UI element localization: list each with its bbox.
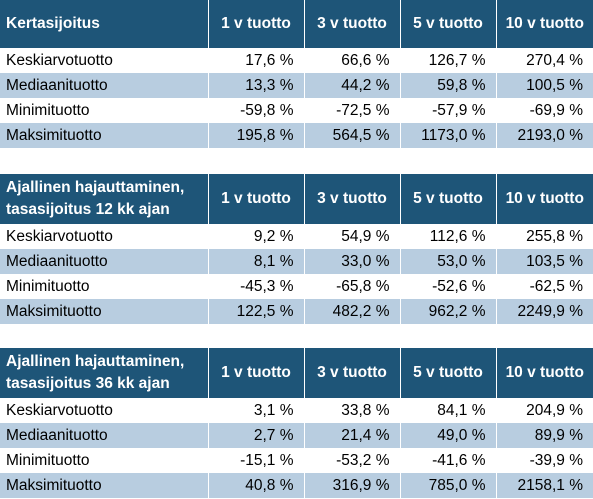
column-header: 1 v tuotto	[208, 174, 305, 224]
row-label: Keskiarvotuotto	[0, 48, 209, 73]
cell-value: -52,6 %	[400, 274, 497, 299]
header-row: Kertasijoitus 1 v tuotto 3 v tuotto 5 v …	[0, 0, 593, 48]
column-header: 10 v tuotto	[496, 0, 593, 48]
cell-value: -41,6 %	[400, 448, 497, 473]
cell-value: 17,6 %	[208, 48, 305, 73]
column-header: 1 v tuotto	[208, 0, 305, 48]
cell-value: 195,8 %	[208, 123, 305, 148]
cell-value: -39,9 %	[496, 448, 593, 473]
cell-value: 3,1 %	[208, 398, 305, 423]
row-label: Keskiarvotuotto	[0, 398, 209, 423]
cell-value: 204,9 %	[496, 398, 593, 423]
cell-value: 33,8 %	[304, 398, 401, 423]
cell-value: 84,1 %	[400, 398, 497, 423]
cell-value: 59,8 %	[400, 73, 497, 98]
cell-value: 2193,0 %	[496, 123, 593, 148]
table-title: Ajallinen hajauttaminen, tasasijoitus 12…	[0, 174, 209, 224]
table-row: Minimituotto -15,1 % -53,2 % -41,6 % -39…	[0, 448, 593, 473]
cell-value: -65,8 %	[304, 274, 401, 299]
title-line: Kertasijoitus	[6, 15, 100, 32]
cell-value: 44,2 %	[304, 73, 401, 98]
cell-value: 255,8 %	[496, 224, 593, 249]
table-row: Mediaanituotto 13,3 % 44,2 % 59,8 % 100,…	[0, 73, 593, 98]
table-row: Keskiarvotuotto 3,1 % 33,8 % 84,1 % 204,…	[0, 398, 593, 423]
cell-value: 54,9 %	[304, 224, 401, 249]
cell-value: 564,5 %	[304, 123, 401, 148]
cell-value: 122,5 %	[208, 299, 305, 324]
header-row: Ajallinen hajauttaminen, tasasijoitus 36…	[0, 348, 593, 398]
table-tasasijoitus-36kk: Ajallinen hajauttaminen, tasasijoitus 36…	[0, 348, 593, 498]
cell-value: 1173,0 %	[400, 123, 497, 148]
row-label: Minimituotto	[0, 274, 209, 299]
title-line: Ajallinen hajauttaminen,	[6, 179, 185, 196]
column-header: 5 v tuotto	[400, 174, 497, 224]
cell-value: 2,7 %	[208, 423, 305, 448]
row-label: Mediaanituotto	[0, 423, 209, 448]
cell-value: 103,5 %	[496, 249, 593, 274]
row-label: Maksimituotto	[0, 299, 209, 324]
cell-value: 13,3 %	[208, 73, 305, 98]
table-row: Maksimituotto 40,8 % 316,9 % 785,0 % 215…	[0, 473, 593, 498]
table-row: Minimituotto -45,3 % -65,8 % -52,6 % -62…	[0, 274, 593, 299]
cell-value: -45,3 %	[208, 274, 305, 299]
cell-value: 962,2 %	[400, 299, 497, 324]
table-row: Mediaanituotto 8,1 % 33,0 % 53,0 % 103,5…	[0, 249, 593, 274]
cell-value: 8,1 %	[208, 249, 305, 274]
cell-value: 66,6 %	[304, 48, 401, 73]
cell-value: 53,0 %	[400, 249, 497, 274]
cell-value: 270,4 %	[496, 48, 593, 73]
cell-value: -62,5 %	[496, 274, 593, 299]
cell-value: -53,2 %	[304, 448, 401, 473]
table-kertasijoitus: Kertasijoitus 1 v tuotto 3 v tuotto 5 v …	[0, 0, 593, 148]
cell-value: 126,7 %	[400, 48, 497, 73]
row-label: Keskiarvotuotto	[0, 224, 209, 249]
title-line: tasasijoitus 36 kk ajan	[6, 375, 170, 392]
cell-value: -72,5 %	[304, 98, 401, 123]
table-row: Mediaanituotto 2,7 % 21,4 % 49,0 % 89,9 …	[0, 423, 593, 448]
cell-value: 316,9 %	[304, 473, 401, 498]
table-title: Kertasijoitus	[0, 0, 209, 48]
cell-value: 2249,9 %	[496, 299, 593, 324]
cell-value: 100,5 %	[496, 73, 593, 98]
table-row: Maksimituotto 195,8 % 564,5 % 1173,0 % 2…	[0, 123, 593, 148]
cell-value: 112,6 %	[400, 224, 497, 249]
column-header: 3 v tuotto	[304, 0, 401, 48]
cell-value: -59,8 %	[208, 98, 305, 123]
column-header: 5 v tuotto	[400, 348, 497, 398]
table-row: Keskiarvotuotto 9,2 % 54,9 % 112,6 % 255…	[0, 224, 593, 249]
column-header: 10 v tuotto	[496, 174, 593, 224]
cell-value: -57,9 %	[400, 98, 497, 123]
header-row: Ajallinen hajauttaminen, tasasijoitus 12…	[0, 174, 593, 224]
cell-value: 9,2 %	[208, 224, 305, 249]
column-header: 1 v tuotto	[208, 348, 305, 398]
cell-value: 49,0 %	[400, 423, 497, 448]
row-label: Minimituotto	[0, 448, 209, 473]
table-title: Ajallinen hajauttaminen, tasasijoitus 36…	[0, 348, 209, 398]
cell-value: 21,4 %	[304, 423, 401, 448]
row-label: Maksimituotto	[0, 123, 209, 148]
cell-value: 40,8 %	[208, 473, 305, 498]
row-label: Mediaanituotto	[0, 73, 209, 98]
table-row: Maksimituotto 122,5 % 482,2 % 962,2 % 22…	[0, 299, 593, 324]
cell-value: 785,0 %	[400, 473, 497, 498]
column-header: 5 v tuotto	[400, 0, 497, 48]
row-label: Minimituotto	[0, 98, 209, 123]
cell-value: 33,0 %	[304, 249, 401, 274]
table-row: Keskiarvotuotto 17,6 % 66,6 % 126,7 % 27…	[0, 48, 593, 73]
row-label: Maksimituotto	[0, 473, 209, 498]
cell-value: 482,2 %	[304, 299, 401, 324]
column-header: 3 v tuotto	[304, 174, 401, 224]
table-row: Minimituotto -59,8 % -72,5 % -57,9 % -69…	[0, 98, 593, 123]
cell-value: -69,9 %	[496, 98, 593, 123]
title-line: tasasijoitus 12 kk ajan	[6, 201, 170, 218]
cell-value: 2158,1 %	[496, 473, 593, 498]
table-tasasijoitus-12kk: Ajallinen hajauttaminen, tasasijoitus 12…	[0, 174, 593, 324]
title-line: Ajallinen hajauttaminen,	[6, 353, 185, 370]
cell-value: 89,9 %	[496, 423, 593, 448]
cell-value: -15,1 %	[208, 448, 305, 473]
column-header: 3 v tuotto	[304, 348, 401, 398]
column-header: 10 v tuotto	[496, 348, 593, 398]
row-label: Mediaanituotto	[0, 249, 209, 274]
